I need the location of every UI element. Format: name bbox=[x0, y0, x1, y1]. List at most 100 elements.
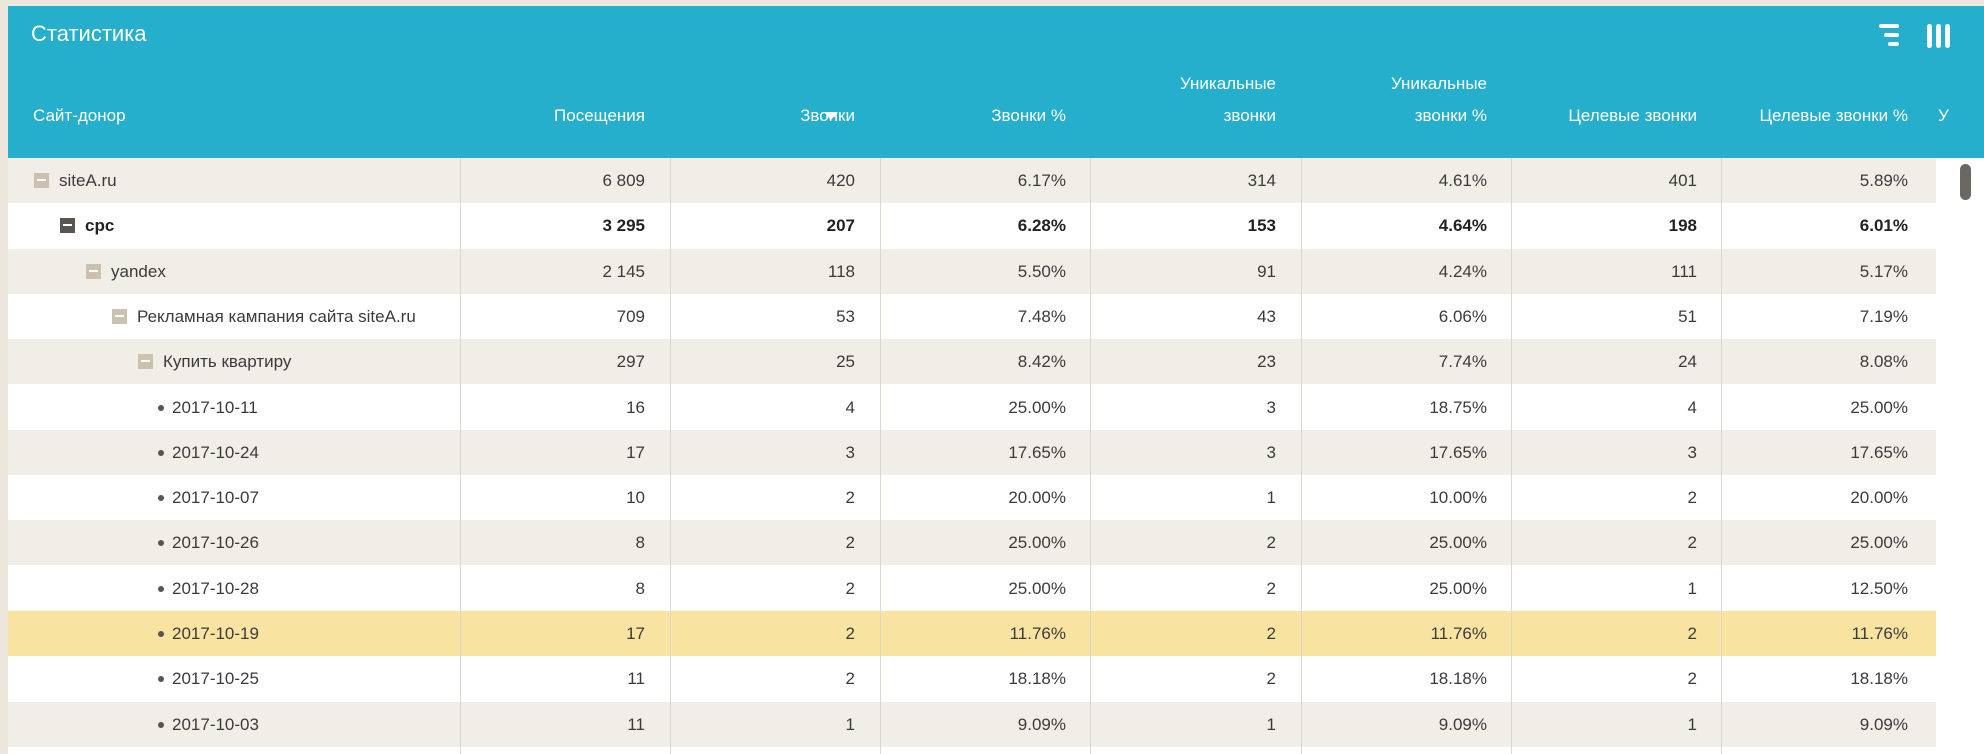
cell-value: 4 bbox=[845, 397, 855, 417]
cell-value: 297 bbox=[616, 352, 645, 372]
cell-value: 18.75% bbox=[1429, 397, 1487, 417]
cell-value: 3 bbox=[845, 442, 855, 462]
column-divider bbox=[1090, 158, 1091, 754]
cell-value: 118 bbox=[827, 261, 855, 281]
column-header-6[interactable]: Целевые звонки bbox=[1568, 106, 1697, 125]
table-row[interactable]: 2017-10-19 17 2 11.76% 2 11.76% 2 11.76% bbox=[8, 611, 1936, 656]
scrollbar-track[interactable] bbox=[1936, 158, 1984, 754]
column-header-3[interactable]: Звонки % bbox=[991, 106, 1066, 125]
cell-value: 3 bbox=[1266, 397, 1276, 417]
table-row[interactable]: 2017-10-26 8 2 25.00% 2 25.00% 2 25.00% bbox=[8, 520, 1936, 566]
cell-value: 1 bbox=[1266, 714, 1276, 734]
cell-value: 25.00% bbox=[1850, 397, 1908, 417]
cell-value: 6.28% bbox=[1017, 216, 1066, 236]
column-header-4[interactable]: звонки bbox=[1223, 106, 1276, 125]
cell-value: 2 bbox=[845, 488, 855, 508]
cell-value: 43 bbox=[1257, 306, 1276, 326]
cell-value: 420 bbox=[826, 171, 855, 190]
cell-value: 1 bbox=[845, 714, 855, 734]
table-row[interactable]: 2017-10-28 8 2 25.00% 2 25.00% 1 12.50% bbox=[8, 565, 1936, 611]
cell-value: 16 bbox=[626, 397, 645, 417]
column-header-5[interactable]: звонки % bbox=[1414, 106, 1487, 125]
cell-value: 709 bbox=[616, 306, 645, 326]
table-row[interactable]: Купить квартиру 297 25 8.42% 23 7.74% 24 8.08% bbox=[8, 339, 1936, 385]
panel-header: Статистика Сайт-донор Посещения Звонки Звон… bbox=[8, 6, 1984, 158]
table-row[interactable]: 2017-10-07 10 2 20.00% 1 10.00% 2 20.00% bbox=[8, 475, 1936, 521]
column-header-8[interactable]: У bbox=[1938, 106, 1949, 125]
cell-value: 25 bbox=[836, 352, 855, 372]
cell-value: 8 bbox=[635, 578, 645, 598]
cell-value: 198 bbox=[1668, 216, 1697, 236]
collapse-toggle-icon[interactable] bbox=[138, 354, 153, 370]
cell-value: 18.18% bbox=[1429, 669, 1487, 689]
cell-value: 91 bbox=[1257, 261, 1276, 281]
column-divider bbox=[1511, 158, 1512, 754]
cell-value: 8.42% bbox=[1017, 352, 1066, 372]
bullet-icon bbox=[158, 585, 164, 592]
cell-value: 3 295 bbox=[602, 216, 645, 236]
column-divider bbox=[460, 158, 461, 754]
table-row[interactable]: 2017-10-24 17 3 17.65% 3 17.65% 3 17.65% bbox=[8, 429, 1936, 475]
cell-value: 6 809 bbox=[602, 171, 645, 190]
cell-value: 17.65% bbox=[1008, 442, 1066, 462]
scrollbar-thumb[interactable] bbox=[1960, 164, 1971, 200]
table-row[interactable]: yandex 2 145 118 5.50% 91 4.24% 111 5.17% bbox=[8, 248, 1936, 294]
column-divider bbox=[670, 158, 671, 754]
cell-value: 1 bbox=[1687, 578, 1697, 598]
cell-value: 8 bbox=[635, 533, 645, 553]
row-label: 2017-10-03 bbox=[172, 714, 259, 734]
cell-value: 4 bbox=[1687, 397, 1697, 417]
cell-value: 51 bbox=[1678, 306, 1697, 326]
cell-value: 17 bbox=[626, 442, 645, 462]
column-header-1[interactable]: Посещения bbox=[554, 106, 645, 125]
cell-value: 18.18% bbox=[1008, 669, 1066, 689]
column-header-site[interactable]: Сайт-донор bbox=[33, 106, 126, 125]
column-divider bbox=[880, 158, 881, 754]
cell-value: 24 bbox=[1678, 352, 1697, 372]
cell-value: 5.17% bbox=[1859, 261, 1908, 281]
collapse-toggle-icon[interactable] bbox=[86, 263, 101, 279]
cell-value: 9.09% bbox=[1859, 714, 1908, 734]
sort-desc-icon bbox=[824, 112, 838, 120]
cell-value: 314 bbox=[1247, 171, 1276, 190]
column-header-5[interactable]: Уникальные bbox=[1390, 74, 1487, 93]
cell-value: 20.00% bbox=[1850, 488, 1908, 508]
columns-icon[interactable] bbox=[1926, 22, 1952, 50]
row-label: Купить квартиру bbox=[163, 352, 292, 372]
bullet-icon bbox=[158, 495, 164, 502]
tree-view-icon[interactable] bbox=[1878, 22, 1902, 50]
cell-value: 2 bbox=[1266, 578, 1276, 598]
table-row[interactable]: 2017-10-11 16 4 25.00% 3 18.75% 4 25.00% bbox=[8, 384, 1936, 430]
cell-value: 18.18% bbox=[1850, 669, 1908, 689]
row-label: cpc bbox=[85, 216, 115, 236]
cell-value: 25.00% bbox=[1008, 533, 1066, 553]
collapse-toggle-icon[interactable] bbox=[34, 173, 49, 188]
cell-value: 3 bbox=[1687, 442, 1697, 462]
column-divider bbox=[1301, 158, 1302, 754]
cell-value: 6.01% bbox=[1859, 216, 1908, 236]
cell-value: 2 bbox=[1687, 533, 1697, 553]
cell-value: 6.17% bbox=[1017, 171, 1066, 190]
cell-value: 2 bbox=[1266, 669, 1276, 689]
column-header-4[interactable]: Уникальные bbox=[1179, 74, 1276, 93]
row-label: 2017-10-28 bbox=[172, 578, 259, 598]
column-header-7[interactable]: Целевые звонки % bbox=[1759, 106, 1908, 125]
cell-value: 7.74% bbox=[1438, 352, 1487, 372]
table-row[interactable]: cpc 3 295 207 6.28% 153 4.64% 198 6.01% bbox=[8, 203, 1936, 249]
cell-value: 25.00% bbox=[1429, 533, 1487, 553]
row-label: 2017-10-26 bbox=[172, 533, 259, 553]
cell-value: 10 bbox=[626, 488, 645, 508]
table-row[interactable]: siteA.ru 6 809 420 6.17% 314 4.61% 401 5.89% bbox=[8, 158, 1936, 203]
cell-value: 25.00% bbox=[1429, 578, 1487, 598]
cell-value: 20.00% bbox=[1008, 488, 1066, 508]
cell-value: 5.89% bbox=[1859, 171, 1908, 190]
cell-value: 11.76% bbox=[1430, 624, 1487, 643]
collapse-toggle-icon[interactable] bbox=[60, 218, 75, 234]
table-row[interactable]: 2017-10-03 11 1 9.09% 1 9.09% 1 9.09% bbox=[8, 701, 1936, 747]
cell-value: 6.06% bbox=[1438, 306, 1487, 326]
bullet-icon bbox=[158, 449, 164, 456]
cell-value: 2 bbox=[845, 624, 855, 643]
table-row[interactable]: 2017-10-25 11 2 18.18% 2 18.18% 2 18.18% bbox=[8, 656, 1936, 702]
table-row[interactable]: Рекламная кампания сайта siteA.ru 709 53 7.… bbox=[8, 293, 1936, 339]
collapse-toggle-icon[interactable] bbox=[112, 308, 127, 324]
